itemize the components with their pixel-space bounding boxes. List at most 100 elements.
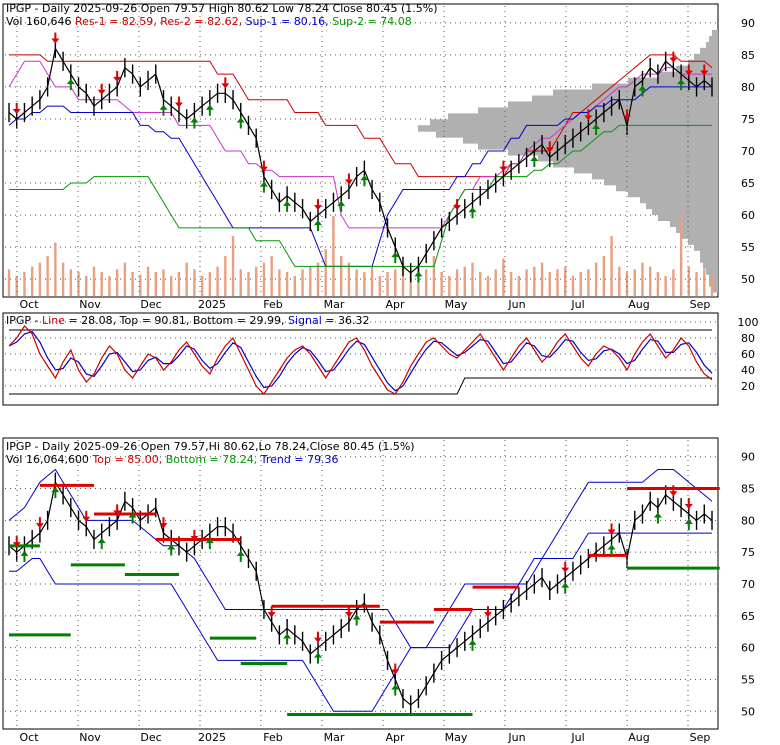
price-x-label-10: Aug bbox=[628, 298, 649, 311]
stoch-y-tick-3: 40 bbox=[741, 364, 755, 377]
profile-bar-30 bbox=[652, 208, 718, 216]
volume-bar-67 bbox=[525, 269, 528, 296]
trend-sell-arrow-8 bbox=[344, 606, 353, 618]
volume-bar-25 bbox=[200, 276, 204, 296]
profile-bar-34 bbox=[682, 232, 718, 239]
price-x-label-6: Apr bbox=[385, 298, 405, 311]
price-x-label-4: Feb bbox=[263, 298, 282, 311]
volume-bar-54 bbox=[424, 269, 428, 296]
sell-arrow-6 bbox=[259, 160, 268, 172]
volume-bar-12 bbox=[100, 272, 103, 296]
trend-sell-arrow-2 bbox=[82, 510, 91, 522]
stoch-bottom-line bbox=[9, 377, 712, 395]
profile-bar-18 bbox=[463, 137, 718, 144]
stochastic-lines bbox=[8, 325, 713, 395]
trend-x-label-4: Feb bbox=[263, 731, 282, 744]
trend-lower-line bbox=[9, 532, 712, 712]
volume-bar-13 bbox=[108, 276, 111, 296]
sup1-label: Sup-1 = 80.16, bbox=[246, 15, 329, 28]
volume-bar-85 bbox=[664, 276, 667, 296]
volume-bar-70 bbox=[548, 272, 551, 296]
profile-bar-24 bbox=[592, 172, 718, 180]
trend-header: IPGP - Daily 2025-09-26 Open 79.57,Hi 80… bbox=[6, 440, 415, 453]
trend-x-label-10: Aug bbox=[628, 731, 649, 744]
buy-arrow-11 bbox=[414, 271, 423, 283]
stochastic-y-axis: 100 80 60 40 20 bbox=[738, 316, 759, 393]
stochastic-grid bbox=[5, 321, 716, 387]
volume-bar-52 bbox=[409, 272, 412, 296]
profile-bar-38 bbox=[700, 256, 718, 263]
trend-buy-arrow-4 bbox=[167, 544, 176, 556]
profile-bar-2 bbox=[706, 41, 718, 49]
buy-arrow-12 bbox=[468, 207, 477, 219]
price-x-label-9: Jul bbox=[570, 298, 584, 311]
trend-x-label-0: Oct bbox=[19, 731, 39, 744]
sell-arrow-8 bbox=[344, 173, 353, 185]
price-y-tick-2: 80 bbox=[741, 81, 755, 94]
trend-y-tick-6: 60 bbox=[741, 642, 755, 655]
volume-bar-61 bbox=[479, 272, 482, 296]
trend-upper-line bbox=[8, 468, 713, 649]
price-header-info: - Daily 2025-09-26 Open 79.57 High 80.62… bbox=[35, 2, 438, 15]
sell-arrow-5 bbox=[221, 77, 230, 89]
trend-y-tick-4: 70 bbox=[741, 578, 755, 591]
trend-y-tick-8: 50 bbox=[741, 705, 755, 718]
trend-x-label-5: Mar bbox=[324, 731, 345, 744]
profile-bar-27 bbox=[628, 190, 718, 198]
buy-arrow-3 bbox=[205, 104, 214, 116]
sell-arrow-3 bbox=[113, 70, 122, 82]
volume-bar-10 bbox=[85, 276, 88, 296]
trend-x-label-2: Dec bbox=[140, 731, 161, 744]
volume-bar-46 bbox=[363, 272, 366, 296]
volume-bar-5 bbox=[46, 256, 49, 296]
volume-bar-39 bbox=[309, 266, 312, 296]
trend-x-label-11: Sep bbox=[690, 731, 711, 744]
stoch-signal-label: Signal bbox=[288, 314, 322, 327]
trend-sell-arrow-3 bbox=[113, 504, 122, 516]
volume-bar-79 bbox=[618, 266, 621, 296]
trend-segments bbox=[9, 483, 720, 716]
price-x-label-2: Dec bbox=[140, 298, 161, 311]
volume-bar-80 bbox=[625, 272, 629, 296]
trend-sell-arrow-12 bbox=[607, 523, 616, 535]
volume-bar-17 bbox=[139, 274, 142, 296]
buy-arrow-15 bbox=[638, 85, 647, 97]
volume-bar-4 bbox=[38, 262, 42, 296]
price-x-label-5: Mar bbox=[324, 298, 345, 311]
volume-bar-73 bbox=[571, 276, 575, 296]
volume-bar-69 bbox=[540, 262, 544, 296]
volume-bar-3 bbox=[30, 266, 34, 296]
trend-x-label-9: Jul bbox=[570, 731, 584, 744]
volume-bar-41 bbox=[324, 249, 327, 296]
volume-bar-45 bbox=[355, 269, 358, 296]
volume-bar-23 bbox=[185, 262, 188, 296]
volume-bar-9 bbox=[77, 272, 80, 296]
trend-buy-arrow-6 bbox=[236, 550, 245, 562]
stoch-line-value: = 28.08, bbox=[68, 314, 116, 327]
stoch-line-label: Line bbox=[42, 314, 65, 327]
price-x-label-11: Sep bbox=[690, 298, 711, 311]
profile-bar-3 bbox=[700, 47, 718, 55]
profile-bar-41 bbox=[709, 274, 718, 281]
trend-buy-arrow-8 bbox=[314, 652, 323, 664]
volume-bar-77 bbox=[602, 256, 606, 296]
stochastic-panel: 100 80 60 40 20 IPGP - Line = 28.08, Top = 9… bbox=[2, 312, 759, 406]
buy-arrow-8 bbox=[337, 200, 346, 212]
profile-bar-43 bbox=[712, 286, 718, 293]
trend-buy-arrow-0 bbox=[20, 550, 29, 562]
profile-bar-15 bbox=[430, 119, 718, 126]
trend-buy-arrow-2 bbox=[97, 538, 106, 550]
stoch-symbol: IPGP bbox=[6, 314, 31, 327]
volume-bar-86 bbox=[672, 269, 675, 296]
trend-sell-arrow-11 bbox=[561, 561, 570, 573]
sup2-line bbox=[9, 124, 712, 267]
volume-bar-22 bbox=[177, 272, 181, 296]
profile-bar-36 bbox=[694, 244, 718, 251]
volume-bar-14 bbox=[115, 269, 119, 296]
volume-bar-15 bbox=[123, 262, 127, 296]
price-y-axis: 90 85 80 75 70 65 60 55 50 bbox=[741, 17, 755, 286]
profile-bar-0 bbox=[712, 30, 718, 37]
trend-sell-arrow-0 bbox=[12, 536, 21, 548]
volume-bar-91 bbox=[710, 276, 714, 296]
trend-arrows bbox=[12, 485, 693, 696]
